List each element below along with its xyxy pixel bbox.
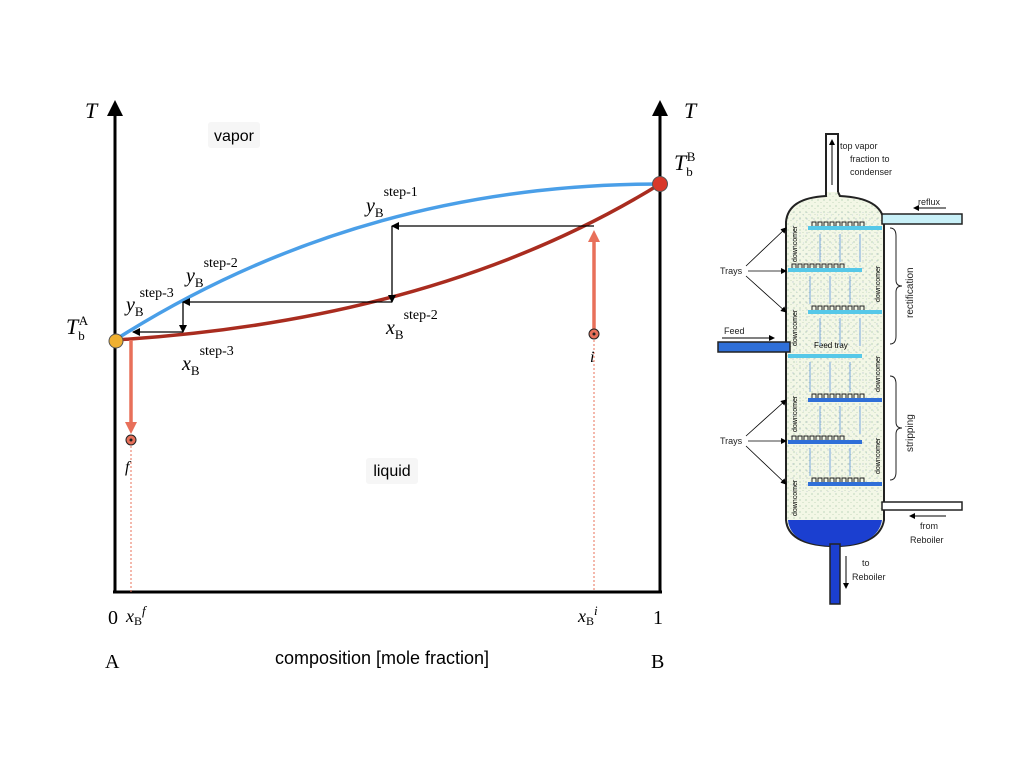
trays-label-upper: Trays <box>720 266 743 276</box>
svg-text:downcomer: downcomer <box>875 437 882 474</box>
distillation-column: top vapor fraction to condenser to Reboi… <box>717 133 963 605</box>
svg-text:downcomer: downcomer <box>792 479 799 516</box>
downcomer-labels: downcomer downcomer downcomer downcomer … <box>792 225 882 516</box>
stripping-brace <box>889 375 903 481</box>
boiling-point-B-marker <box>652 176 668 192</box>
y-step-3-label: yBstep-3 <box>124 286 174 319</box>
rectification-label: rectification <box>905 267 916 318</box>
svg-text:from: from <box>920 521 938 531</box>
feed-label: Feed <box>724 326 745 336</box>
y-step-1-label: yBstep-1 <box>364 185 418 220</box>
top-vapor-label: top vapor fraction to condenser <box>840 141 892 177</box>
right-axis-label: T <box>684 98 698 123</box>
x-step-2-label: xBstep-2 <box>385 308 438 342</box>
svg-text:fraction to: fraction to <box>850 154 890 164</box>
svg-text:top vapor: top vapor <box>840 141 878 151</box>
trays-label-lower: Trays <box>720 436 743 446</box>
tick-zero: 0 <box>108 607 118 629</box>
x-step-3-label: xBstep-3 <box>181 344 234 378</box>
svg-text:downcomer: downcomer <box>875 265 882 302</box>
composition-axis-label: composition [mole fraction] <box>275 648 489 668</box>
right-axis-arrowhead <box>652 100 668 116</box>
svg-text:downcomer: downcomer <box>792 225 799 262</box>
svg-text:downcomer: downcomer <box>792 395 799 432</box>
from-reboiler-label: from Reboiler <box>910 521 944 545</box>
boiling-point-A-label: TbA <box>66 313 89 343</box>
vapor-region-label: vapor <box>214 128 255 145</box>
column-bottom-liquid <box>788 520 882 546</box>
svg-text:Reboiler: Reboiler <box>910 535 944 545</box>
svg-text:downcomer: downcomer <box>792 309 799 346</box>
component-B-label: B <box>651 651 664 673</box>
point-i-label: i <box>590 349 594 366</box>
rectification-brace <box>889 227 903 345</box>
liquid-curve <box>114 182 661 342</box>
svg-text:downcomer: downcomer <box>875 355 882 392</box>
phase-diagram: vapor liquid T T 0 1 A B composition [mo… <box>66 98 698 673</box>
boiling-point-A-marker <box>108 333 124 349</box>
left-axis-arrowhead <box>107 100 123 116</box>
stripping-label: stripping <box>905 414 916 452</box>
liquid-region-label: liquid <box>373 463 410 480</box>
to-reboiler-label: to Reboiler <box>852 558 886 582</box>
boiling-point-B-label: TbB <box>674 149 696 179</box>
svg-text:Reboiler: Reboiler <box>852 572 886 582</box>
svg-text:condenser: condenser <box>850 167 892 177</box>
point-f-label: f <box>125 459 132 476</box>
left-axis-label: T <box>85 98 99 123</box>
y-step-2-label: yBstep-2 <box>184 256 238 290</box>
feed-tray-label: Feed tray <box>814 341 848 350</box>
x-f-label: xBf <box>125 603 148 628</box>
tray-stack <box>788 221 882 486</box>
x-i-label: xBi <box>577 603 598 628</box>
tick-one: 1 <box>653 607 663 629</box>
reflux-label: reflux <box>918 197 941 207</box>
svg-text:to: to <box>862 558 870 568</box>
component-A-label: A <box>105 651 120 673</box>
